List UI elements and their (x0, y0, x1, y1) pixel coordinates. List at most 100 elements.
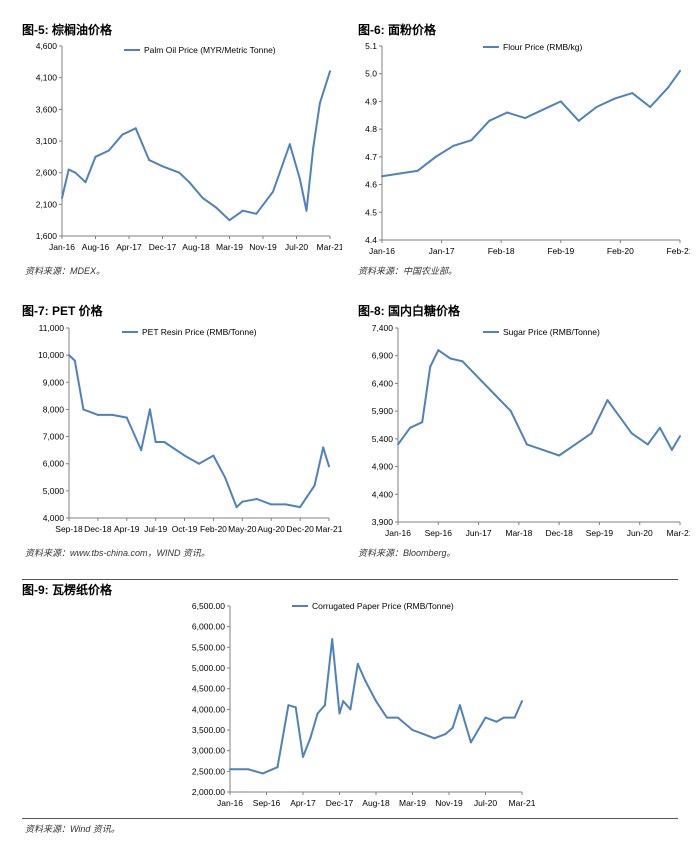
x-tick-label: Jan-16 (385, 528, 411, 538)
data-point (188, 181, 191, 184)
x-tick-label: Sep-16 (425, 528, 453, 538)
y-tick-label: 9,000 (43, 377, 65, 387)
chart-title: 图-7: PET 价格 (22, 304, 103, 318)
data-point (261, 772, 264, 775)
data-point (396, 716, 399, 719)
data-point (577, 119, 580, 122)
data-point (140, 449, 143, 452)
data-point (559, 100, 562, 103)
x-tick-label: Mar-19 (216, 242, 243, 252)
series-line (397, 349, 681, 457)
data-point (247, 768, 250, 771)
y-tick-label: 6,000.00 (192, 622, 225, 632)
series-line (61, 70, 331, 222)
x-tick-label: Feb-20 (200, 524, 227, 534)
data-point (416, 169, 419, 172)
data-point (433, 737, 436, 740)
data-point (67, 168, 70, 171)
source-note: 资料来源：MDEX。 (25, 266, 106, 276)
data-point (224, 476, 226, 479)
y-tick-label: 2,600 (36, 168, 58, 178)
y-tick-label: 4.9 (365, 96, 377, 106)
x-tick-label: Jan-16 (217, 798, 243, 808)
y-tick-label: 2,500.00 (192, 766, 225, 776)
y-tick-label: 5,400 (372, 434, 394, 444)
data-point (215, 206, 218, 209)
data-point (272, 190, 274, 193)
y-tick-label: 4.6 (365, 180, 377, 190)
data-point (255, 212, 258, 215)
data-point (178, 171, 181, 174)
data-point (613, 97, 616, 100)
data-point (338, 712, 341, 715)
source-note: 资料来源：中国农业部。 (358, 266, 458, 276)
series-line (230, 638, 523, 775)
data-point (276, 766, 279, 769)
data-point (61, 197, 63, 199)
data-point (451, 726, 454, 729)
data-point (488, 119, 491, 122)
x-tick-label: Mar-21 (317, 242, 342, 252)
data-point (458, 704, 461, 707)
data-point (667, 86, 670, 89)
data-point (255, 498, 258, 500)
y-tick-label: 5.1 (365, 41, 377, 51)
y-tick-label: 7,400 (372, 323, 394, 333)
data-point (305, 209, 308, 212)
y-tick-label: 1,600 (36, 231, 58, 241)
data-point (658, 426, 661, 429)
data-point (574, 443, 577, 446)
data-point (513, 716, 516, 719)
data-point (670, 448, 673, 451)
data-point (349, 708, 352, 711)
data-point (298, 178, 301, 180)
y-tick-label: 7,000 (43, 432, 65, 442)
data-point (364, 679, 367, 682)
data-point (148, 159, 151, 161)
x-tick-label: Nov-19 (249, 242, 277, 252)
data-point (506, 111, 509, 114)
chart-title: 图-8: 国内白糖价格 (358, 304, 461, 318)
data-point (646, 443, 649, 446)
x-tick-label: Feb-21 (667, 246, 690, 256)
x-tick-label: Aug-18 (182, 242, 210, 252)
y-tick-label: 4.5 (365, 207, 377, 217)
data-point (148, 408, 151, 411)
data-point (229, 768, 231, 771)
data-point (270, 503, 273, 506)
data-point (541, 108, 544, 111)
y-tick-label: 4,900 (372, 462, 394, 472)
data-point (288, 143, 291, 146)
x-tick-label: Dec-18 (545, 528, 573, 538)
data-point (316, 712, 319, 715)
data-point (302, 755, 304, 758)
y-tick-label: 2,000.00 (192, 787, 225, 797)
data-point (502, 716, 505, 719)
y-tick-label: 10,000 (38, 350, 64, 360)
x-tick-label: Sep-16 (253, 798, 281, 808)
data-point (470, 139, 473, 142)
data-point (154, 441, 157, 443)
data-point (331, 638, 334, 641)
legend-label: Flour Price (RMB/kg) (503, 42, 583, 52)
chart-title: 图-9: 瓦楞纸价格 (22, 583, 113, 597)
data-point (493, 393, 496, 396)
data-point (398, 172, 401, 175)
data-point (495, 720, 498, 723)
data-point (679, 435, 681, 438)
y-tick-label: 4.7 (365, 152, 377, 162)
data-point (198, 462, 200, 465)
data-point (284, 503, 287, 506)
y-tick-label: 5,500.00 (192, 642, 225, 652)
data-point (212, 454, 215, 457)
x-tick-label: Sep-19 (586, 528, 614, 538)
data-point (342, 700, 345, 703)
data-point (74, 171, 77, 174)
x-tick-label: Sep-18 (55, 524, 83, 534)
data-point (96, 413, 99, 416)
data-point (299, 506, 302, 509)
x-tick-label: Jun-20 (627, 528, 653, 538)
y-tick-label: 6,400 (372, 378, 394, 388)
x-tick-label: Mar-18 (505, 528, 532, 538)
data-point (542, 448, 544, 451)
